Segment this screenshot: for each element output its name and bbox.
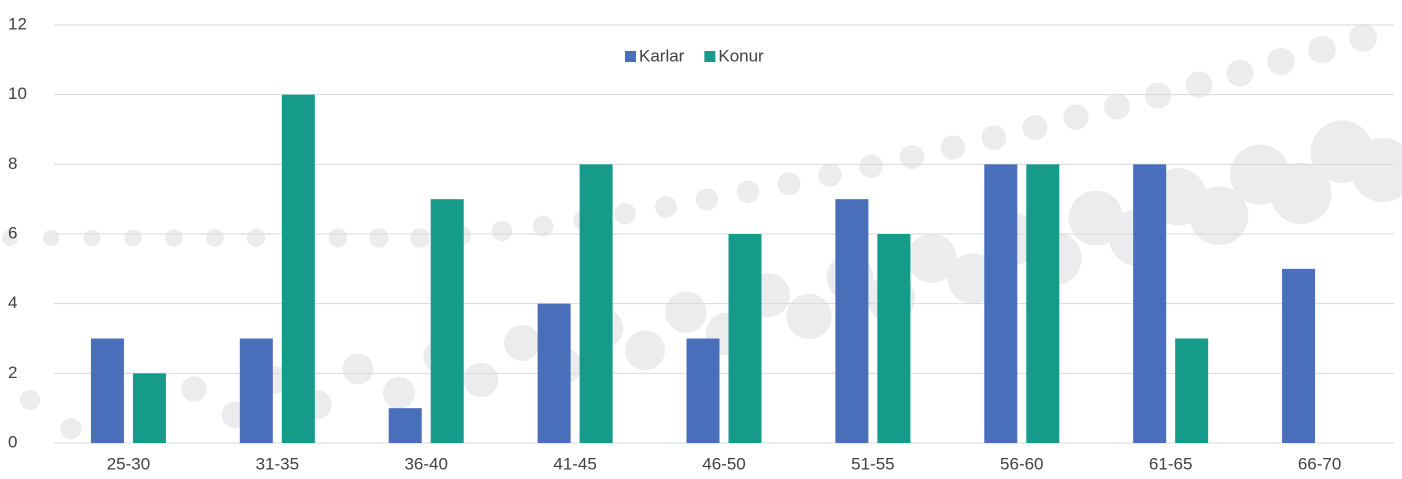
- y-tick-label: 2: [8, 363, 17, 382]
- x-tick-label: 66-70: [1298, 454, 1341, 473]
- deco-dot: [410, 228, 430, 248]
- deco-dot: [695, 188, 719, 211]
- deco-dot: [665, 291, 707, 333]
- bar: [1133, 164, 1167, 444]
- x-tick-label: 41-45: [553, 454, 596, 473]
- deco-dot: [83, 229, 101, 247]
- bar: [90, 338, 124, 443]
- deco-dot: [1351, 138, 1402, 202]
- bar: [281, 94, 315, 444]
- legend-label: Konur: [718, 46, 764, 65]
- bar: [388, 408, 422, 443]
- deco-dot: [1104, 93, 1130, 120]
- x-tick-label: 56-60: [1000, 454, 1043, 473]
- legend-swatch: [625, 51, 636, 62]
- bar: [1175, 338, 1209, 443]
- deco-dot: [246, 228, 266, 248]
- x-tick-label: 61-65: [1149, 454, 1192, 473]
- deco-dot: [491, 220, 513, 242]
- legend-swatch: [704, 51, 716, 62]
- deco-dot: [1267, 47, 1295, 76]
- deco-dot: [981, 125, 1007, 151]
- deco-dot: [1349, 23, 1377, 52]
- deco-dot: [20, 390, 40, 410]
- deco-dot: [655, 196, 677, 218]
- deco-dot: [165, 229, 183, 247]
- deco-dot: [328, 228, 348, 248]
- deco-dot: [614, 203, 636, 225]
- bar: [984, 164, 1018, 444]
- deco-dot: [940, 135, 966, 160]
- deco-dot: [181, 376, 207, 402]
- y-tick-label: 4: [8, 293, 17, 312]
- deco-dot: [907, 233, 957, 284]
- x-tick-label: 36-40: [404, 454, 447, 473]
- deco-dot: [383, 376, 415, 409]
- bar: [1026, 164, 1060, 444]
- bar: [877, 234, 911, 443]
- bar: [579, 164, 613, 444]
- deco-dot: [1270, 162, 1332, 224]
- deco-dot: [504, 324, 540, 361]
- bar: [430, 199, 464, 443]
- deco-dot: [2, 230, 18, 246]
- deco-dot: [786, 293, 832, 340]
- deco-dot: [777, 172, 801, 196]
- deco-dot: [463, 362, 499, 398]
- bar: [132, 373, 166, 443]
- deco-dot: [42, 229, 60, 247]
- deco-dot: [342, 353, 374, 385]
- deco-dot: [206, 229, 224, 247]
- deco-dot: [900, 144, 924, 169]
- legend-label: Karlar: [639, 46, 685, 65]
- y-tick-label: 12: [8, 14, 27, 33]
- bar: [728, 234, 762, 443]
- deco-dot: [859, 154, 883, 179]
- deco-dot: [532, 215, 554, 237]
- x-tick-label: 51-55: [851, 454, 894, 473]
- bar: [835, 199, 869, 443]
- deco-dot: [60, 417, 82, 440]
- bar: [1282, 268, 1316, 443]
- bar: [239, 338, 273, 443]
- y-tick-label: 10: [8, 84, 27, 103]
- deco-dot: [736, 180, 760, 204]
- x-tick-label: 31-35: [256, 454, 299, 473]
- deco-dot: [818, 163, 842, 187]
- bar: [537, 303, 571, 443]
- deco-dot: [124, 229, 142, 247]
- y-tick-label: 6: [8, 223, 17, 242]
- deco-dot: [1185, 71, 1213, 98]
- deco-dot: [1189, 186, 1249, 246]
- deco-dot: [1063, 104, 1089, 130]
- deco-dot: [1308, 35, 1336, 64]
- deco-dot: [1022, 115, 1048, 141]
- deco-dot: [1144, 82, 1172, 109]
- y-tick-label: 0: [8, 432, 17, 451]
- bar: [686, 338, 720, 443]
- x-tick-label: 25-30: [107, 454, 150, 473]
- x-tick-label: 46-50: [702, 454, 745, 473]
- deco-dot: [369, 228, 389, 248]
- deco-dot: [1226, 59, 1254, 87]
- y-tick-label: 8: [8, 154, 17, 173]
- deco-dot: [625, 330, 665, 371]
